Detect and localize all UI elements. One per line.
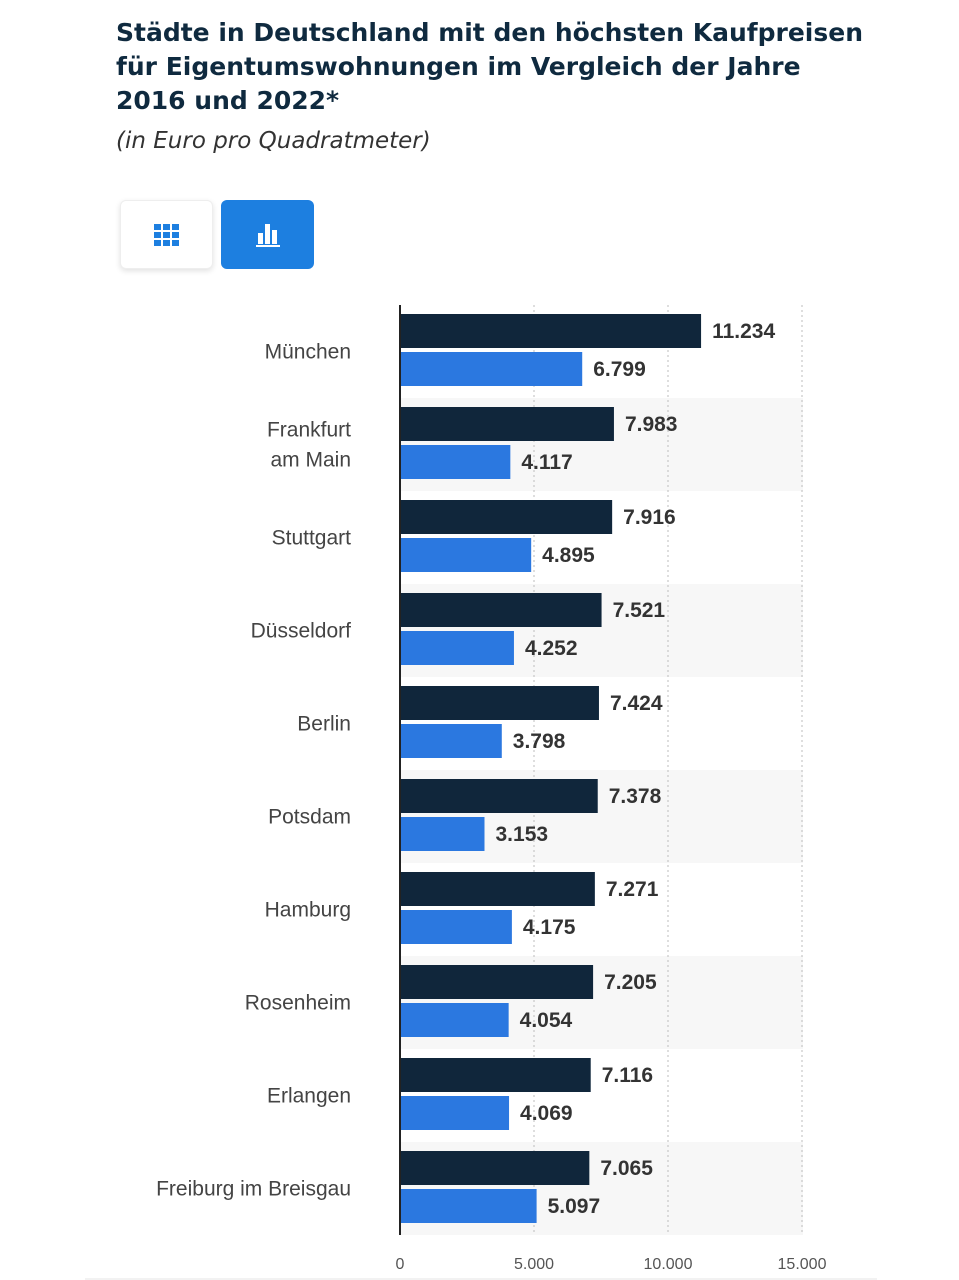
x-tick-label: 0	[396, 1256, 405, 1273]
bar-2016	[400, 1096, 510, 1130]
value-label-2016: 6.799	[593, 358, 646, 381]
bar-2022	[400, 872, 595, 906]
bar-chart-icon	[255, 223, 280, 247]
category-label: Frankfurt am Main	[267, 419, 351, 472]
value-label-2016: 4.054	[520, 1009, 573, 1032]
category-label: München	[265, 341, 351, 364]
value-label-2016: 4.117	[521, 451, 572, 474]
bar-2016	[400, 1189, 537, 1223]
value-label-2016: 5.097	[548, 1195, 601, 1218]
grid-icon	[153, 223, 179, 246]
value-label-2022: 7.983	[625, 413, 678, 436]
value-label-2022: 7.116	[602, 1064, 653, 1087]
value-label-2022: 7.521	[613, 599, 666, 622]
value-label-2016: 3.153	[496, 823, 549, 846]
bar-2016	[400, 352, 583, 386]
value-label-2022: 7.271	[606, 878, 659, 901]
bar-2016	[400, 724, 502, 758]
bar-2016	[400, 631, 514, 665]
bar-2016	[400, 910, 512, 944]
chart-view-button[interactable]	[221, 200, 314, 269]
bar-2022	[400, 407, 614, 441]
value-label-2022: 7.424	[610, 692, 663, 715]
category-label: Düsseldorf	[251, 620, 352, 643]
bar-2016	[400, 538, 532, 572]
bar-2016	[400, 817, 485, 851]
bar-2022	[400, 314, 702, 348]
value-label-2016: 4.175	[523, 916, 576, 939]
bar-2016	[400, 445, 511, 479]
category-label: Erlangen	[267, 1085, 351, 1108]
category-label: Freiburg im Breisgau	[156, 1178, 351, 1201]
bar-2022	[400, 1058, 591, 1092]
bar-2016	[400, 1003, 509, 1037]
value-label-2022: 7.378	[609, 785, 662, 808]
table-view-button[interactable]	[120, 200, 213, 269]
bar-2022	[400, 500, 613, 534]
value-label-2022: 7.065	[600, 1157, 653, 1180]
category-label: Potsdam	[268, 806, 351, 829]
bar-2022	[400, 686, 599, 720]
value-label-2016: 4.252	[525, 637, 578, 660]
x-tick-label: 5.000	[514, 1256, 554, 1273]
value-label-2016: 4.895	[542, 544, 595, 567]
x-tick-label: 15.000	[778, 1256, 827, 1273]
bar-2022	[400, 593, 602, 627]
bar-2022	[400, 965, 594, 999]
value-label-2022: 7.916	[623, 506, 676, 529]
category-label: Rosenheim	[245, 992, 351, 1015]
value-label-2016: 4.069	[520, 1102, 573, 1125]
value-label-2016: 3.798	[513, 730, 566, 753]
bar-2022	[400, 779, 598, 813]
value-label-2022: 11.234	[712, 320, 775, 343]
category-label: Berlin	[297, 713, 351, 736]
chart-subtitle: (in Euro pro Quadratmeter)	[116, 128, 431, 154]
category-label: Stuttgart	[272, 527, 352, 550]
value-label-2022: 7.205	[604, 971, 657, 994]
category-label: Hamburg	[265, 899, 351, 922]
x-tick-label: 10.000	[644, 1256, 693, 1273]
bar-2022	[400, 1151, 590, 1185]
chart-title: Städte in Deutschland mit den höchsten K…	[116, 18, 863, 115]
